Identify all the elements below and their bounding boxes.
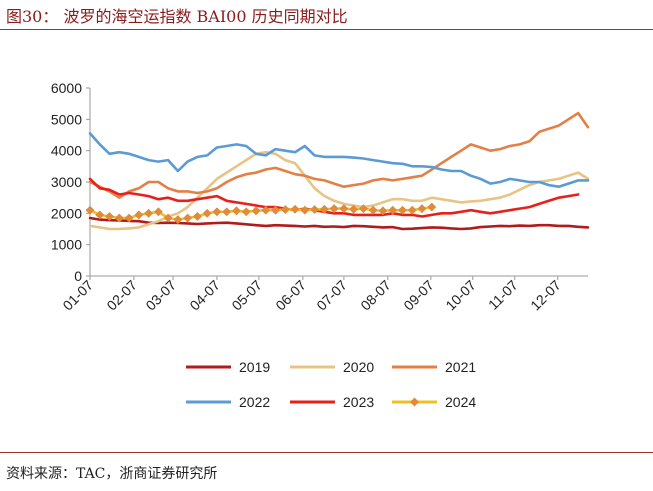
series-2024-point (163, 213, 173, 223)
legend-item-2019: 2019 (186, 359, 270, 375)
series-2024-point (261, 205, 271, 215)
x-tick-label: 05-07 (228, 277, 265, 314)
series-2024-point (222, 207, 232, 217)
x-tick-label: 03-07 (142, 277, 179, 314)
legend-item-2024: 2024 (392, 394, 476, 410)
x-axis-ticks: 01-07 02-07 03-07 04-07 05-07 06-07 07-07 08-07… (59, 276, 564, 313)
y-axis-ticks: 0 1000 2000 3000 4000 5000 6000 (51, 80, 90, 284)
legend-label: 2022 (239, 394, 270, 410)
legend-item-2023: 2023 (290, 394, 374, 410)
title-divider (0, 29, 653, 30)
series-2024-point (231, 206, 242, 216)
y-tick-label: 2000 (51, 205, 82, 221)
line-chart: 0 1000 2000 3000 4000 5000 6000 01-07 02-07 03-0… (51, 80, 590, 410)
series-line-2021 (88, 111, 590, 199)
series-2024-point (251, 206, 261, 216)
series-line-2022 (88, 132, 590, 188)
figure-title: 图30： 波罗的海空运指数 BAI00 历史同期对比 (6, 7, 348, 26)
y-tick-label: 1000 (51, 237, 82, 253)
series-2024-point (397, 205, 408, 215)
x-tick-label: 04-07 (186, 277, 223, 314)
series-line-2020 (88, 150, 590, 231)
y-tick-label: 5000 (51, 111, 82, 127)
y-tick-label: 6000 (51, 80, 82, 96)
series-2024-point (95, 210, 105, 220)
legend-label: 2020 (343, 359, 374, 375)
legend-label: 2024 (445, 394, 476, 410)
legend-label: 2019 (239, 359, 270, 375)
x-tick-label: 11-07 (485, 277, 521, 313)
x-tick-label: 10-07 (442, 277, 479, 314)
series-line-2019 (88, 216, 590, 231)
legend-item-2022: 2022 (186, 394, 270, 410)
x-tick-label: 06-07 (272, 277, 309, 314)
y-tick-label: 0 (74, 268, 82, 284)
series-2024-point (153, 207, 163, 217)
series-2024-point (319, 204, 329, 214)
series-2024-point (134, 210, 144, 220)
x-tick-label: 07-07 (313, 277, 350, 314)
series-2024-point (310, 205, 320, 215)
y-tick-label: 4000 (51, 143, 82, 159)
x-tick-label: 12-07 (527, 277, 564, 314)
series-2024-point (270, 205, 281, 215)
series-2024-point (417, 204, 427, 214)
series-2024-point (183, 213, 193, 223)
series-2024-point (202, 208, 212, 218)
series-2024-point (339, 204, 349, 214)
y-tick-label: 3000 (51, 174, 82, 190)
legend-label: 2023 (343, 394, 374, 410)
legend-item-2020: 2020 (290, 359, 374, 375)
legend-marker (410, 397, 419, 407)
series-2024-point (290, 204, 300, 214)
series-line-2023 (88, 177, 580, 218)
legend-item-2021: 2021 (392, 359, 476, 375)
legend-label: 2021 (445, 359, 476, 375)
series-2024-point (173, 215, 183, 225)
series-2024-point (427, 202, 437, 212)
series-2024-point (388, 205, 398, 215)
series-2024-point (144, 208, 154, 218)
series-2024-point (212, 207, 222, 217)
series-2024-point (280, 205, 290, 215)
x-tick-label: 02-07 (103, 277, 140, 314)
series-2024-point (358, 204, 368, 214)
series-2024-point (192, 211, 202, 222)
series-2024-point (241, 207, 251, 217)
series-2024-point (114, 213, 124, 223)
x-tick-label: 08-07 (357, 277, 394, 314)
series-2024-point (104, 211, 115, 222)
series-2024-point (378, 206, 388, 216)
series-2024-point (85, 205, 95, 215)
series-2024-point (368, 205, 378, 215)
source-note: 资料来源：TAC，浙商证券研究所 (6, 466, 218, 482)
x-tick-label: 09-07 (400, 277, 437, 314)
series-2024-point (329, 204, 339, 214)
series-layer (85, 111, 590, 231)
series-2024-point (407, 205, 417, 215)
series-2024-point (349, 204, 359, 214)
footer-divider (0, 452, 653, 453)
series-2024-point (124, 213, 134, 223)
chart-legend: 2019 2020 2021 2022 2023 2024 (186, 359, 476, 410)
series-2024-point (300, 205, 310, 215)
